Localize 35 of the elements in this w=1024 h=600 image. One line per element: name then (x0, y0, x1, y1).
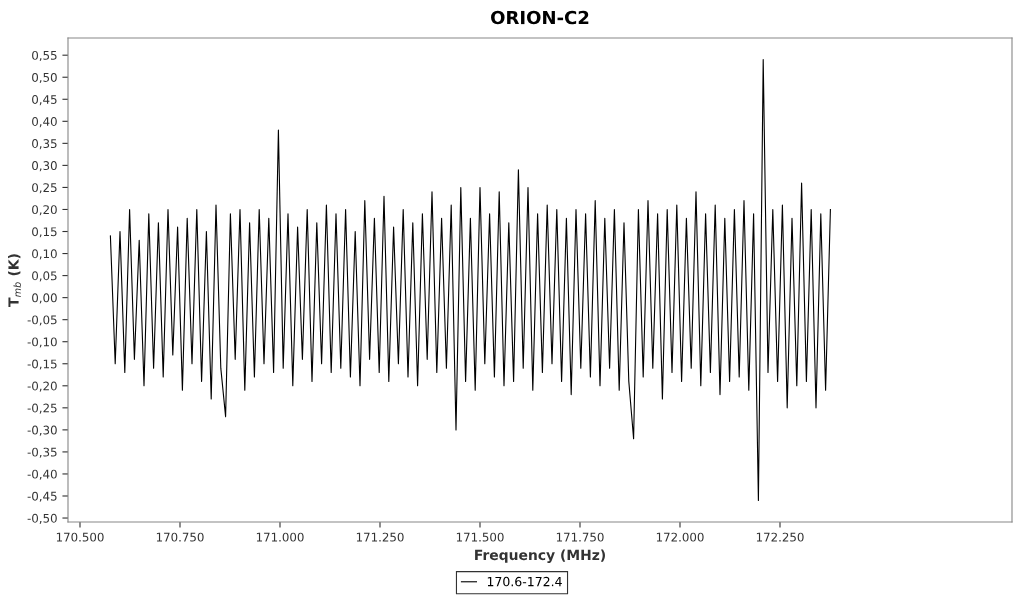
x-tick-label: 170.750 (156, 532, 204, 542)
x-tick-label: 171.500 (456, 532, 504, 542)
y-tick-label: -0,30 (27, 425, 57, 436)
x-tick-label: 171.250 (356, 532, 404, 542)
y-tick-label: -0,10 (27, 337, 57, 348)
x-tick-label: 170.500 (56, 532, 104, 542)
legend-label: 170.6-172.4 (487, 576, 562, 587)
y-tick-label: 0,20 (32, 205, 57, 216)
y-tick-label: 0,00 (32, 293, 57, 304)
y-tick-label: 0,35 (32, 139, 57, 150)
y-tick-label: -0,40 (27, 469, 57, 480)
x-tick-label: 171.000 (256, 532, 304, 542)
y-tick-label: -0,50 (27, 513, 57, 524)
y-axis-title: T$_{mb}$ (K) (8, 254, 21, 307)
y-tick-label: -0,25 (27, 403, 57, 414)
y-tick-label: -0,05 (27, 315, 57, 326)
y-tick-label: -0,20 (27, 381, 57, 392)
y-tick-label: 0,15 (32, 227, 57, 238)
x-tick-label: 172.250 (756, 532, 804, 542)
y-tick-label: -0,35 (27, 447, 57, 458)
y-tick-label: 0,40 (32, 117, 57, 128)
y-tick-label: -0,15 (27, 359, 57, 370)
x-tick-label: 171.750 (556, 532, 604, 542)
y-tick-label: 0,55 (32, 50, 57, 62)
y-tick-label: 0,30 (32, 161, 57, 172)
y-tick-label: 0,10 (32, 249, 57, 260)
y-tick-label: 0,25 (32, 183, 57, 194)
x-tick-label: 172.000 (656, 532, 704, 542)
y-tick-label: 0,50 (32, 72, 57, 84)
y-tick-label: 0,05 (32, 271, 57, 282)
y-tick-label: 0,45 (32, 94, 57, 106)
chart-title: ORION-C2 (491, 10, 589, 25)
x-axis-title: Frequency (MHz) (475, 549, 605, 563)
y-tick-label: -0,45 (27, 491, 57, 502)
line-series (109, 59, 831, 501)
